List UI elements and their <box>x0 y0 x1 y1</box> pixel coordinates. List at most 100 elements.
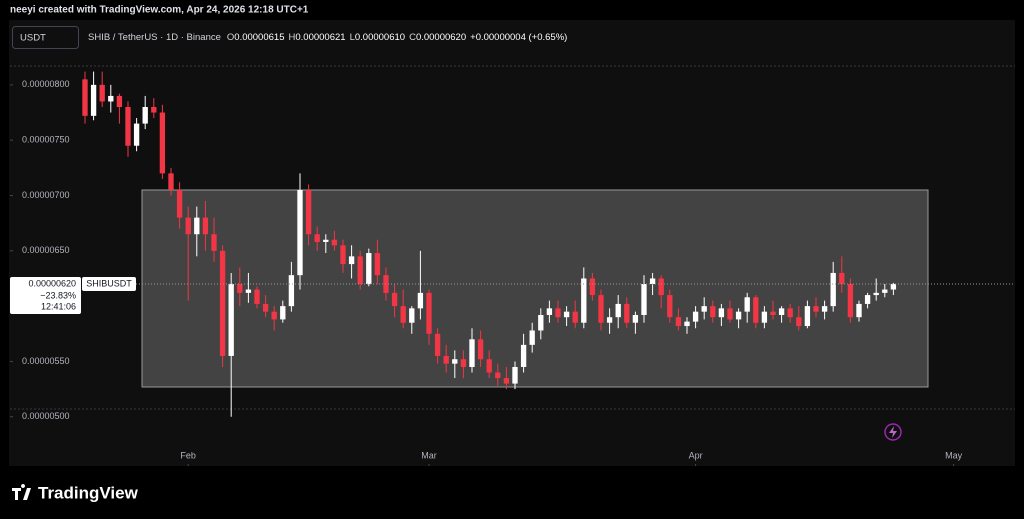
candle-body <box>512 366 518 384</box>
candle-body <box>159 112 166 174</box>
candle-body <box>804 306 811 327</box>
price-tag-countdown: 12:41:06 <box>41 301 76 311</box>
candle-body <box>460 359 467 367</box>
candle-body <box>787 308 793 318</box>
candle-body <box>796 317 802 327</box>
candle-body <box>434 333 441 356</box>
candle-body <box>847 284 854 318</box>
candle-body <box>348 256 355 265</box>
ohlc-change: +0.00000004 (+0.65%) <box>470 32 567 43</box>
candle-body <box>727 308 733 320</box>
candle-body <box>632 314 639 323</box>
ohlc-value: 0.00000610 <box>355 32 405 43</box>
candle-body <box>778 308 785 315</box>
candle-body <box>417 292 424 309</box>
y-tick-label: 0.00000700 <box>22 190 70 200</box>
candle-body <box>280 306 286 320</box>
y-tick-label: 0.00000650 <box>22 245 70 255</box>
candle-body <box>589 278 596 296</box>
candle-body <box>194 217 200 235</box>
candle-body <box>228 284 234 356</box>
candle-body <box>675 317 682 327</box>
candle-body <box>202 217 209 235</box>
candle-body <box>452 359 458 364</box>
x-tick-label: Feb <box>180 450 196 460</box>
candle-body <box>821 306 828 312</box>
price-tag-change: −23.83% <box>40 290 76 300</box>
candle-body <box>563 311 570 318</box>
candle-body <box>90 84 97 116</box>
ohlc-key: O <box>227 32 234 43</box>
candle-body <box>99 84 105 102</box>
logo-text: TradingView <box>38 483 139 502</box>
candle-body <box>503 378 510 384</box>
credit: neeyi created with TradingView.com, Apr … <box>10 5 309 16</box>
candle-body <box>116 95 123 107</box>
candle-body <box>254 289 260 304</box>
candle-body <box>366 253 372 285</box>
candle-body <box>331 239 338 246</box>
candle-body <box>323 239 329 242</box>
candle-body <box>340 245 346 265</box>
ohlc-value: 0.00000615 <box>234 32 284 43</box>
y-tick-label: 0.00000750 <box>22 135 70 145</box>
candle-body <box>641 284 647 315</box>
symbol-tag <box>82 277 136 292</box>
candle-body <box>624 303 630 323</box>
candle-body <box>219 250 226 356</box>
candle-body <box>297 189 303 276</box>
symbol-legend: SHIB / TetherUS · 1D · Binance O0.0000061… <box>88 32 567 43</box>
candle-body <box>718 308 725 318</box>
currency-button-label[interactable]: USDT <box>20 33 46 44</box>
candle-body <box>151 106 157 113</box>
candle-body <box>744 297 750 312</box>
candle-body <box>82 79 88 116</box>
candle-body <box>572 311 578 323</box>
y-tick-label: 0.00000800 <box>22 79 70 89</box>
candle-body <box>710 306 716 318</box>
candle-body <box>495 372 501 379</box>
candle-body <box>753 297 759 323</box>
candle-body <box>245 289 252 293</box>
candle-body <box>538 314 544 331</box>
candle-body <box>684 321 690 327</box>
candle-body <box>813 306 819 312</box>
candle-body <box>125 106 131 146</box>
candle-body <box>133 123 140 146</box>
ohlc-value: 0.00000620 <box>416 32 466 43</box>
alert-icon-bolt <box>889 426 897 438</box>
candle-body <box>211 234 217 251</box>
candle-body <box>357 256 363 285</box>
candle-body <box>615 303 621 318</box>
candle-body <box>237 284 243 293</box>
candle-body <box>305 189 312 235</box>
candle-body <box>667 295 673 318</box>
symbol-tag-label: SHIBUSDT <box>86 278 132 288</box>
y-tick-label: 0.00000500 <box>22 411 70 421</box>
candle-body <box>692 311 699 322</box>
candle-body <box>262 303 269 312</box>
candle-body <box>271 311 277 320</box>
ohlc-value: 0.00000621 <box>295 32 345 43</box>
logo-mark <box>12 484 31 500</box>
currency-button[interactable] <box>12 26 79 49</box>
candle-body <box>374 253 381 276</box>
candle-body <box>581 278 587 323</box>
candle-body <box>546 308 553 315</box>
candle-body <box>890 284 897 290</box>
candle-body <box>288 275 295 307</box>
candle-body <box>185 217 191 235</box>
candle-body <box>486 359 492 373</box>
candle-body <box>830 272 836 307</box>
candle-body <box>873 292 879 296</box>
candle-body <box>606 317 613 323</box>
range-box <box>141 189 929 388</box>
symbol: SHIB / TetherUS · 1D · Binance <box>88 32 221 43</box>
candle-body <box>598 295 604 323</box>
candle-body <box>409 308 415 323</box>
ohlc-key: H <box>288 32 295 43</box>
candle-body <box>770 311 776 315</box>
alert-icon[interactable] <box>884 423 902 441</box>
x-tick-label: Mar <box>421 450 437 460</box>
